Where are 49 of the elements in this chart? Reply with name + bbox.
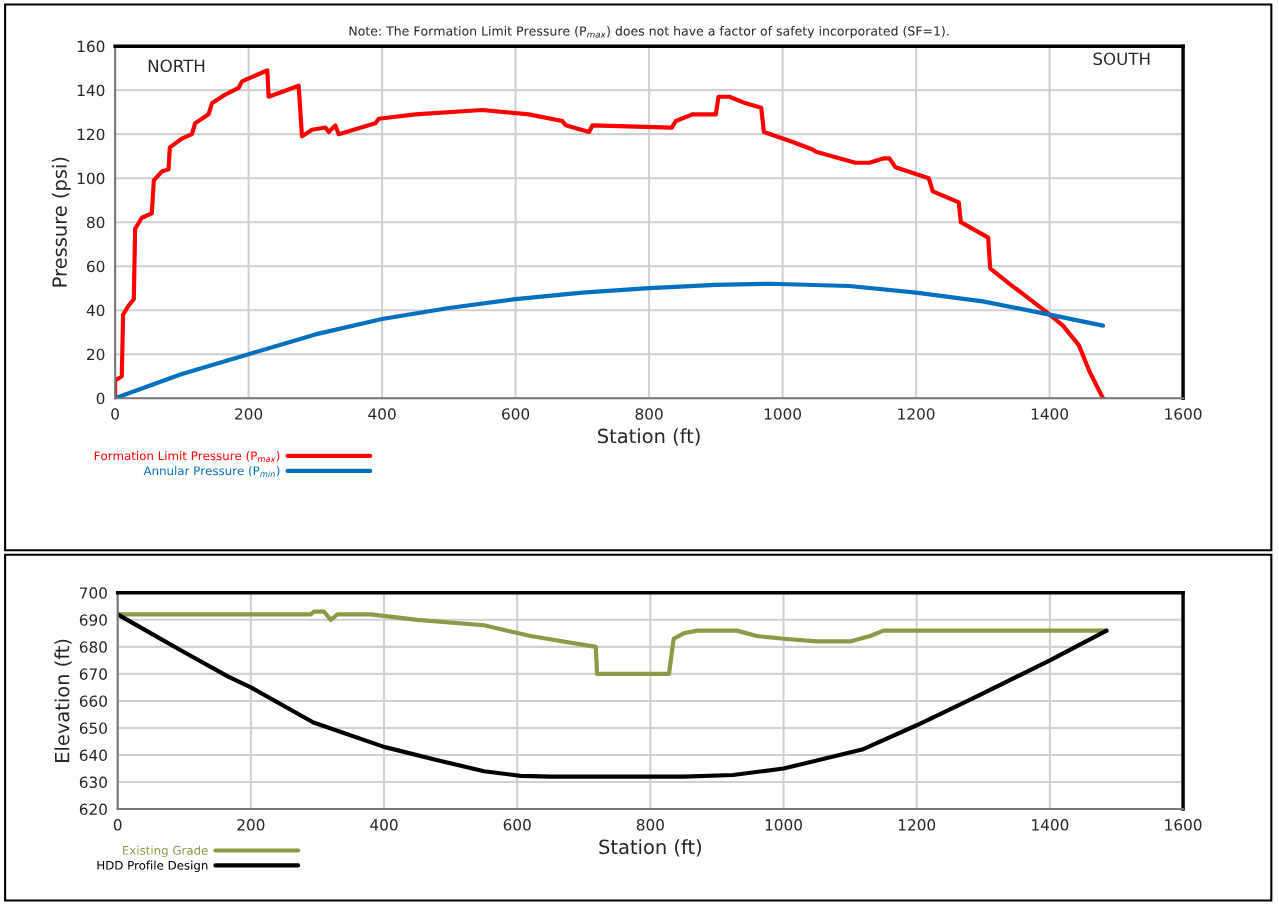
x-tick-label: 600: [502, 408, 530, 420]
y-axis-title: Pressure (psi): [51, 157, 71, 287]
text: Annular Pressure (P$_{min}$): [143, 466, 280, 477]
x-tick-label: 1000: [764, 408, 802, 420]
x-tick-label: 600: [503, 819, 531, 831]
x-axis-title: Station (ft): [598, 428, 700, 446]
x-tick-label: 0: [113, 819, 122, 831]
text: Note: The Formation Limit Pressure (P$_{max}$) does not have a factor of safety incorporated (SF=1).: [349, 26, 949, 39]
y-tick-label: 630: [79, 776, 107, 789]
x-tick-label: 1400: [1031, 408, 1068, 420]
text: Existing Grade: [123, 845, 208, 858]
line-series: [115, 281, 1106, 399]
y-tick-label: 620: [79, 803, 107, 816]
x-tick-label: 1200: [898, 408, 935, 420]
y-tick-label: 100: [77, 172, 105, 185]
y-axis-title: Elevation (ft): [54, 639, 72, 762]
x-tick-label: 800: [636, 819, 664, 831]
y-tick-label: 120: [77, 128, 105, 141]
y-tick-label: 60: [87, 260, 105, 273]
y-tick-label: 690: [79, 614, 107, 626]
y-tick-label: 40: [86, 304, 105, 317]
y-tick-label: 20: [87, 348, 105, 361]
y-tick-label: 140: [77, 84, 105, 97]
y-tick-label: 680: [79, 641, 107, 653]
x-tick-label: 400: [368, 408, 396, 420]
x-tick-label: 400: [370, 819, 398, 831]
x-tick-label: 1600: [1165, 408, 1202, 420]
y-tick-label: 660: [79, 695, 107, 707]
y-tick-label: 160: [77, 40, 105, 53]
x-tick-label: 0: [111, 408, 119, 420]
x-tick-label: 1600: [1165, 819, 1202, 831]
y-tick-label: 640: [79, 749, 107, 762]
x-tick-label: 1200: [898, 819, 936, 831]
y-tick-label: 650: [79, 722, 107, 734]
x-tick-label: 1000: [765, 819, 802, 831]
x-tick-label: 1400: [1032, 819, 1069, 831]
y-tick-label: 670: [79, 668, 107, 680]
text: Formation Limit Pressure (P$_{max}$): [94, 451, 280, 463]
text: HDD Profile Design: [97, 860, 208, 873]
annotation: NORTH: [148, 59, 205, 73]
x-tick-label: 200: [237, 819, 265, 831]
line-series: [117, 612, 1109, 779]
x-tick-label: 800: [635, 408, 663, 420]
annotation: SOUTH: [1093, 52, 1150, 66]
x-tick-label: 200: [235, 408, 263, 420]
y-tick-label: 0: [96, 392, 105, 405]
y-tick-label: 700: [80, 587, 107, 599]
x-axis-title: Station (ft): [599, 839, 702, 857]
y-tick-label: 80: [86, 216, 105, 229]
